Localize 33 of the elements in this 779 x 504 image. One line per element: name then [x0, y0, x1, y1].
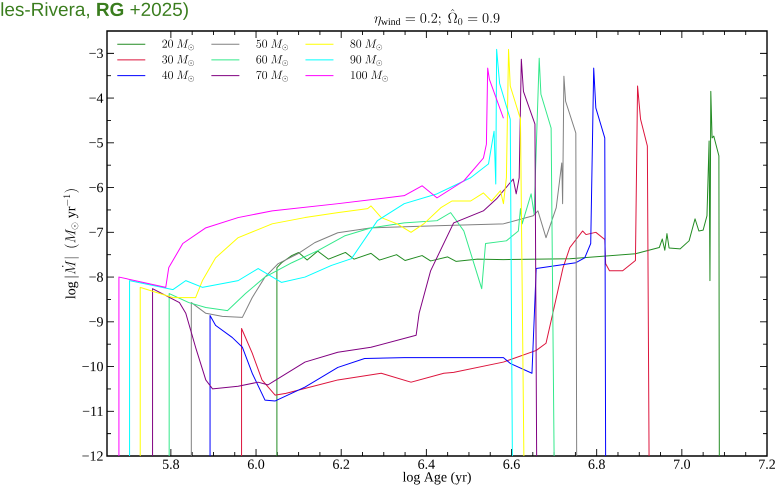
legend-label: $50\ M_\odot$ — [256, 39, 288, 50]
x-tick-label: 6.6 — [503, 460, 520, 469]
y-tick-label: −5 — [89, 138, 103, 148]
y-tick-label: −7 — [89, 228, 104, 237]
legend-label: $20\ M_\odot$ — [162, 39, 194, 50]
legend-label: $70\ M_\odot$ — [256, 70, 288, 82]
y-tick-label: −9 — [89, 317, 103, 326]
x-tick-label: 6.4 — [418, 460, 435, 469]
y-axis-title: $\log|\dot{M}|\ \ (M_\odot\ {\rm yr}^{-1})$ — [62, 189, 79, 299]
y-tick-label: −4 — [89, 94, 104, 103]
legend-label: $40\ M_\odot$ — [162, 70, 194, 82]
text: les-Rivera, RG +2025) — [1, 2, 188, 20]
x-tick-label: 7.2 — [759, 460, 775, 469]
x-tick-label: 5.8 — [162, 460, 180, 469]
y-tick-label: −10 — [82, 362, 103, 372]
line-series — [241, 86, 650, 456]
x-tick-label: 7.0 — [674, 460, 690, 469]
chart-title: $\eta_{\rm wind} = 0.2;\ \hat{\Omega}_0 = 0.9$ — [374, 9, 500, 26]
legend-label: $100\ M_\odot$ — [351, 70, 388, 82]
x-tick-label: 6.8 — [588, 460, 605, 469]
legend-label: $90\ M_\odot$ — [350, 55, 382, 66]
x-tick-label: 6.2 — [333, 460, 350, 469]
legend-label: $30\ M_\odot$ — [162, 55, 194, 66]
legend-label: $60\ M_\odot$ — [256, 55, 288, 66]
y-tick-label: −6 — [89, 182, 104, 192]
line-series — [276, 90, 720, 456]
y-tick-label: −3 — [89, 48, 103, 58]
x-tick-label: 6.0 — [248, 460, 264, 469]
legend-label: $80\ M_\odot$ — [350, 39, 382, 50]
y-tick-label: −12 — [82, 451, 103, 461]
y-tick-label: −8 — [89, 272, 103, 282]
x-axis-title: log Age (yr) — [402, 472, 471, 485]
y-tick-label: −11 — [82, 406, 103, 416]
